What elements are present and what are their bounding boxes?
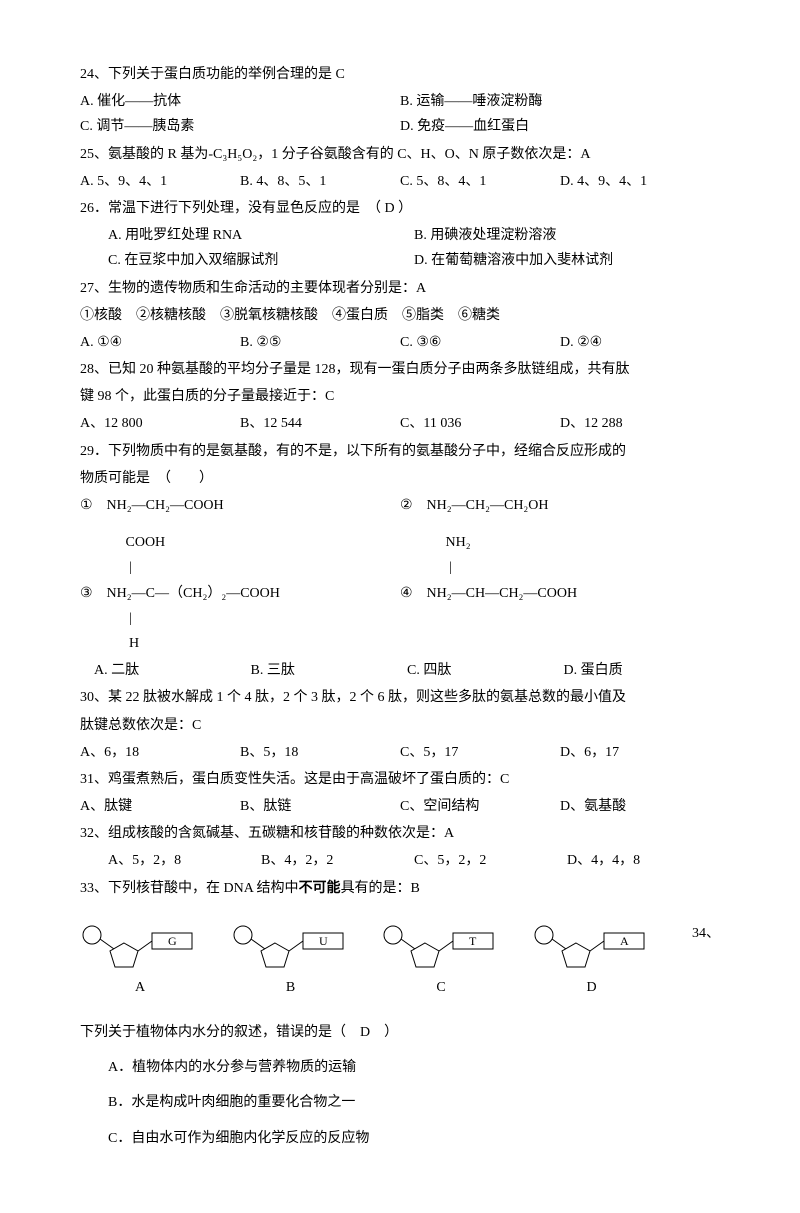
nucleotide-c-svg: T xyxy=(381,921,501,971)
q34-number: 34、 xyxy=(692,921,720,946)
q34-a: A．植物体内的水分参与营养物质的运输 xyxy=(80,1055,720,1080)
q28-options: A、12 800 B、12 544 C、11 036 D、12 288 xyxy=(80,411,720,436)
q25-options: A. 5、9、4、1 B. 4、8、5、1 C. 5、8、4、1 D. 4、9、… xyxy=(80,169,720,194)
nucleotide-d-label: D xyxy=(586,975,596,1000)
q30-options: A、6，18 B、5，18 C、5，17 D、6，17 xyxy=(80,740,720,765)
nucleotide-diagrams: G A U B T C A xyxy=(80,921,720,1000)
q31-options: A、肽键 B、肽链 C、空间结构 D、氨基酸 xyxy=(80,794,720,819)
q24-b: B. 运输——唾液淀粉酶 xyxy=(400,89,720,114)
q32-b: B、4，2，2 xyxy=(261,848,414,873)
svg-text:U: U xyxy=(319,934,328,948)
q27-c: C. ③⑥ xyxy=(400,330,560,355)
q31-a: A、肽键 xyxy=(80,794,240,819)
q24-c: C. 调节——胰岛素 xyxy=(80,114,400,139)
q34-stem: 下列关于植物体内水分的叙述，错误的是（ D ） xyxy=(80,1020,720,1045)
q28-stem2: 键 98 个，此蛋白质的分子量最接近于：C xyxy=(80,384,720,409)
q33-stem-a: 33、下列核苷酸中，在 DNA 结构中 xyxy=(80,881,299,896)
nucleotide-a: G A xyxy=(80,921,200,1000)
q24-stem: 24、下列关于蛋白质功能的举例合理的是 C xyxy=(80,62,720,87)
q30-a: A、6，18 xyxy=(80,740,240,765)
q29-f3-l5: H xyxy=(80,631,400,656)
q27-stem: 27、生物的遗传物质和生命活动的主要体现者分别是：A xyxy=(80,276,720,301)
q29-stem2: 物质可能是 （ ） xyxy=(80,466,720,491)
q29-f1: ① NH₂—CH₂—COOH xyxy=(80,493,400,518)
q34-b: B．水是构成叶肉细胞的重要化合物之一 xyxy=(80,1090,720,1115)
q26-c: C. 在豆浆中加入双缩脲试剂 xyxy=(108,248,414,273)
q28-b: B、12 544 xyxy=(240,411,400,436)
q29-stem1: 29．下列物质中有的是氨基酸，有的不是，以下所有的氨基酸分子中，经缩合反应形成的 xyxy=(80,439,720,464)
q28-a: A、12 800 xyxy=(80,411,240,436)
svg-text:G: G xyxy=(168,934,177,948)
q29-f4-l1: NH₂ xyxy=(400,530,720,555)
q29-formula-row2: COOH | ③ NH₂—C—（CH₂）₂—COOH | H NH₂ | ④ N… xyxy=(80,530,720,656)
q32-stem: 32、组成核酸的含氮碱基、五碳糖和核苷酸的种数依次是：A xyxy=(80,821,720,846)
q33-stem-bold: 不可能 xyxy=(299,881,341,896)
q33-stem: 33、下列核苷酸中，在 DNA 结构中不可能具有的是：B xyxy=(80,876,720,901)
q26-b: B. 用碘液处理淀粉溶液 xyxy=(414,223,720,248)
q29-f3-l3: ③ NH₂—C—（CH₂）₂—COOH xyxy=(80,581,400,606)
nucleotide-d: A D xyxy=(532,921,652,1000)
q30-stem2: 肽键总数依次是：C xyxy=(80,713,720,738)
q29-c: C. 四肽 xyxy=(407,658,564,683)
q28-stem1: 28、已知 20 种氨基酸的平均分子量是 128，现有一蛋白质分子由两条多肽链组… xyxy=(80,357,720,382)
q26-stem: 26．常温下进行下列处理，没有显色反应的是 （ D ） xyxy=(80,196,720,221)
svg-text:T: T xyxy=(469,934,477,948)
q27-line2: ①核酸 ②核糖核酸 ③脱氧核糖核酸 ④蛋白质 ⑤脂类 ⑥糖类 xyxy=(80,303,720,328)
q29-f3-l1: COOH xyxy=(80,530,400,555)
nucleotide-a-label: A xyxy=(135,975,145,1000)
nucleotide-c-label: C xyxy=(436,975,445,1000)
q30-d: D、6，17 xyxy=(560,740,720,765)
q27-options: A. ①④ B. ②⑤ C. ③⑥ D. ②④ xyxy=(80,330,720,355)
q28-d: D、12 288 xyxy=(560,411,720,436)
nucleotide-b: U B xyxy=(231,921,351,1000)
q25-stem: 25、氨基酸的 R 基为-C₃H₅O₂，1 分子谷氨酸含有的 C、H、O、N 原… xyxy=(80,142,720,167)
q26-options: A. 用吡罗红处理 RNA B. 用碘液处理淀粉溶液 C. 在豆浆中加入双缩脲试… xyxy=(80,223,720,273)
q29-b: B. 三肽 xyxy=(251,658,408,683)
nucleotide-c: T C xyxy=(381,921,501,1000)
q32-c: C、5，2，2 xyxy=(414,848,567,873)
q27-b: B. ②⑤ xyxy=(240,330,400,355)
q27-a: A. ①④ xyxy=(80,330,240,355)
q29-formula-row1: ① NH₂—CH₂—COOH ② NH₂—CH₂—CH₂OH xyxy=(80,493,720,518)
q25-d: D. 4、9、4、1 xyxy=(560,169,720,194)
nucleotide-b-label: B xyxy=(286,975,295,1000)
q29-f4-l2: | xyxy=(400,555,720,580)
q24-d: D. 免疫——血红蛋白 xyxy=(400,114,720,139)
q29-f3-l4: | xyxy=(80,606,400,631)
q25-a: A. 5、9、4、1 xyxy=(80,169,240,194)
q29-f3-l2: | xyxy=(80,555,400,580)
svg-text:A: A xyxy=(620,934,629,948)
q29-options: A. 二肽 B. 三肽 C. 四肽 D. 蛋白质 xyxy=(80,658,720,683)
nucleotide-b-svg: U xyxy=(231,921,351,971)
q25-c: C. 5、8、4、1 xyxy=(400,169,560,194)
q28-c: C、11 036 xyxy=(400,411,560,436)
q32-options: A、5，2，8 B、4，2，2 C、5，2，2 D、4，4，8 xyxy=(80,848,720,873)
q31-b: B、肽链 xyxy=(240,794,400,819)
q26-a: A. 用吡罗红处理 RNA xyxy=(108,223,414,248)
q31-c: C、空间结构 xyxy=(400,794,560,819)
q32-a: A、5，2，8 xyxy=(108,848,261,873)
q32-d: D、4，4，8 xyxy=(567,848,720,873)
nucleotide-d-svg: A xyxy=(532,921,652,971)
q25-b: B. 4、8、5、1 xyxy=(240,169,400,194)
nucleotide-a-svg: G xyxy=(80,921,200,971)
q34-c: C．自由水可作为细胞内化学反应的反应物 xyxy=(80,1126,720,1151)
q33-stem-b: 具有的是：B xyxy=(341,881,420,896)
q30-c: C、5，17 xyxy=(400,740,560,765)
q31-d: D、氨基酸 xyxy=(560,794,720,819)
q26-d: D. 在葡萄糖溶液中加入斐林试剂 xyxy=(414,248,720,273)
q30-b: B、5，18 xyxy=(240,740,400,765)
q29-d: D. 蛋白质 xyxy=(564,658,721,683)
q27-d: D. ②④ xyxy=(560,330,720,355)
q30-stem1: 30、某 22 肽被水解成 1 个 4 肽，2 个 3 肽，2 个 6 肽，则这… xyxy=(80,685,720,710)
q29-f2: ② NH₂—CH₂—CH₂OH xyxy=(400,493,720,518)
q29-a: A. 二肽 xyxy=(94,658,251,683)
q31-stem: 31、鸡蛋煮熟后，蛋白质变性失活。这是由于高温破坏了蛋白质的：C xyxy=(80,767,720,792)
q29-f4-l3: ④ NH₂—CH—CH₂—COOH xyxy=(400,581,720,606)
q24-options: A. 催化——抗体 B. 运输——唾液淀粉酶 C. 调节——胰岛素 D. 免疫—… xyxy=(80,89,720,139)
q24-a: A. 催化——抗体 xyxy=(80,89,400,114)
